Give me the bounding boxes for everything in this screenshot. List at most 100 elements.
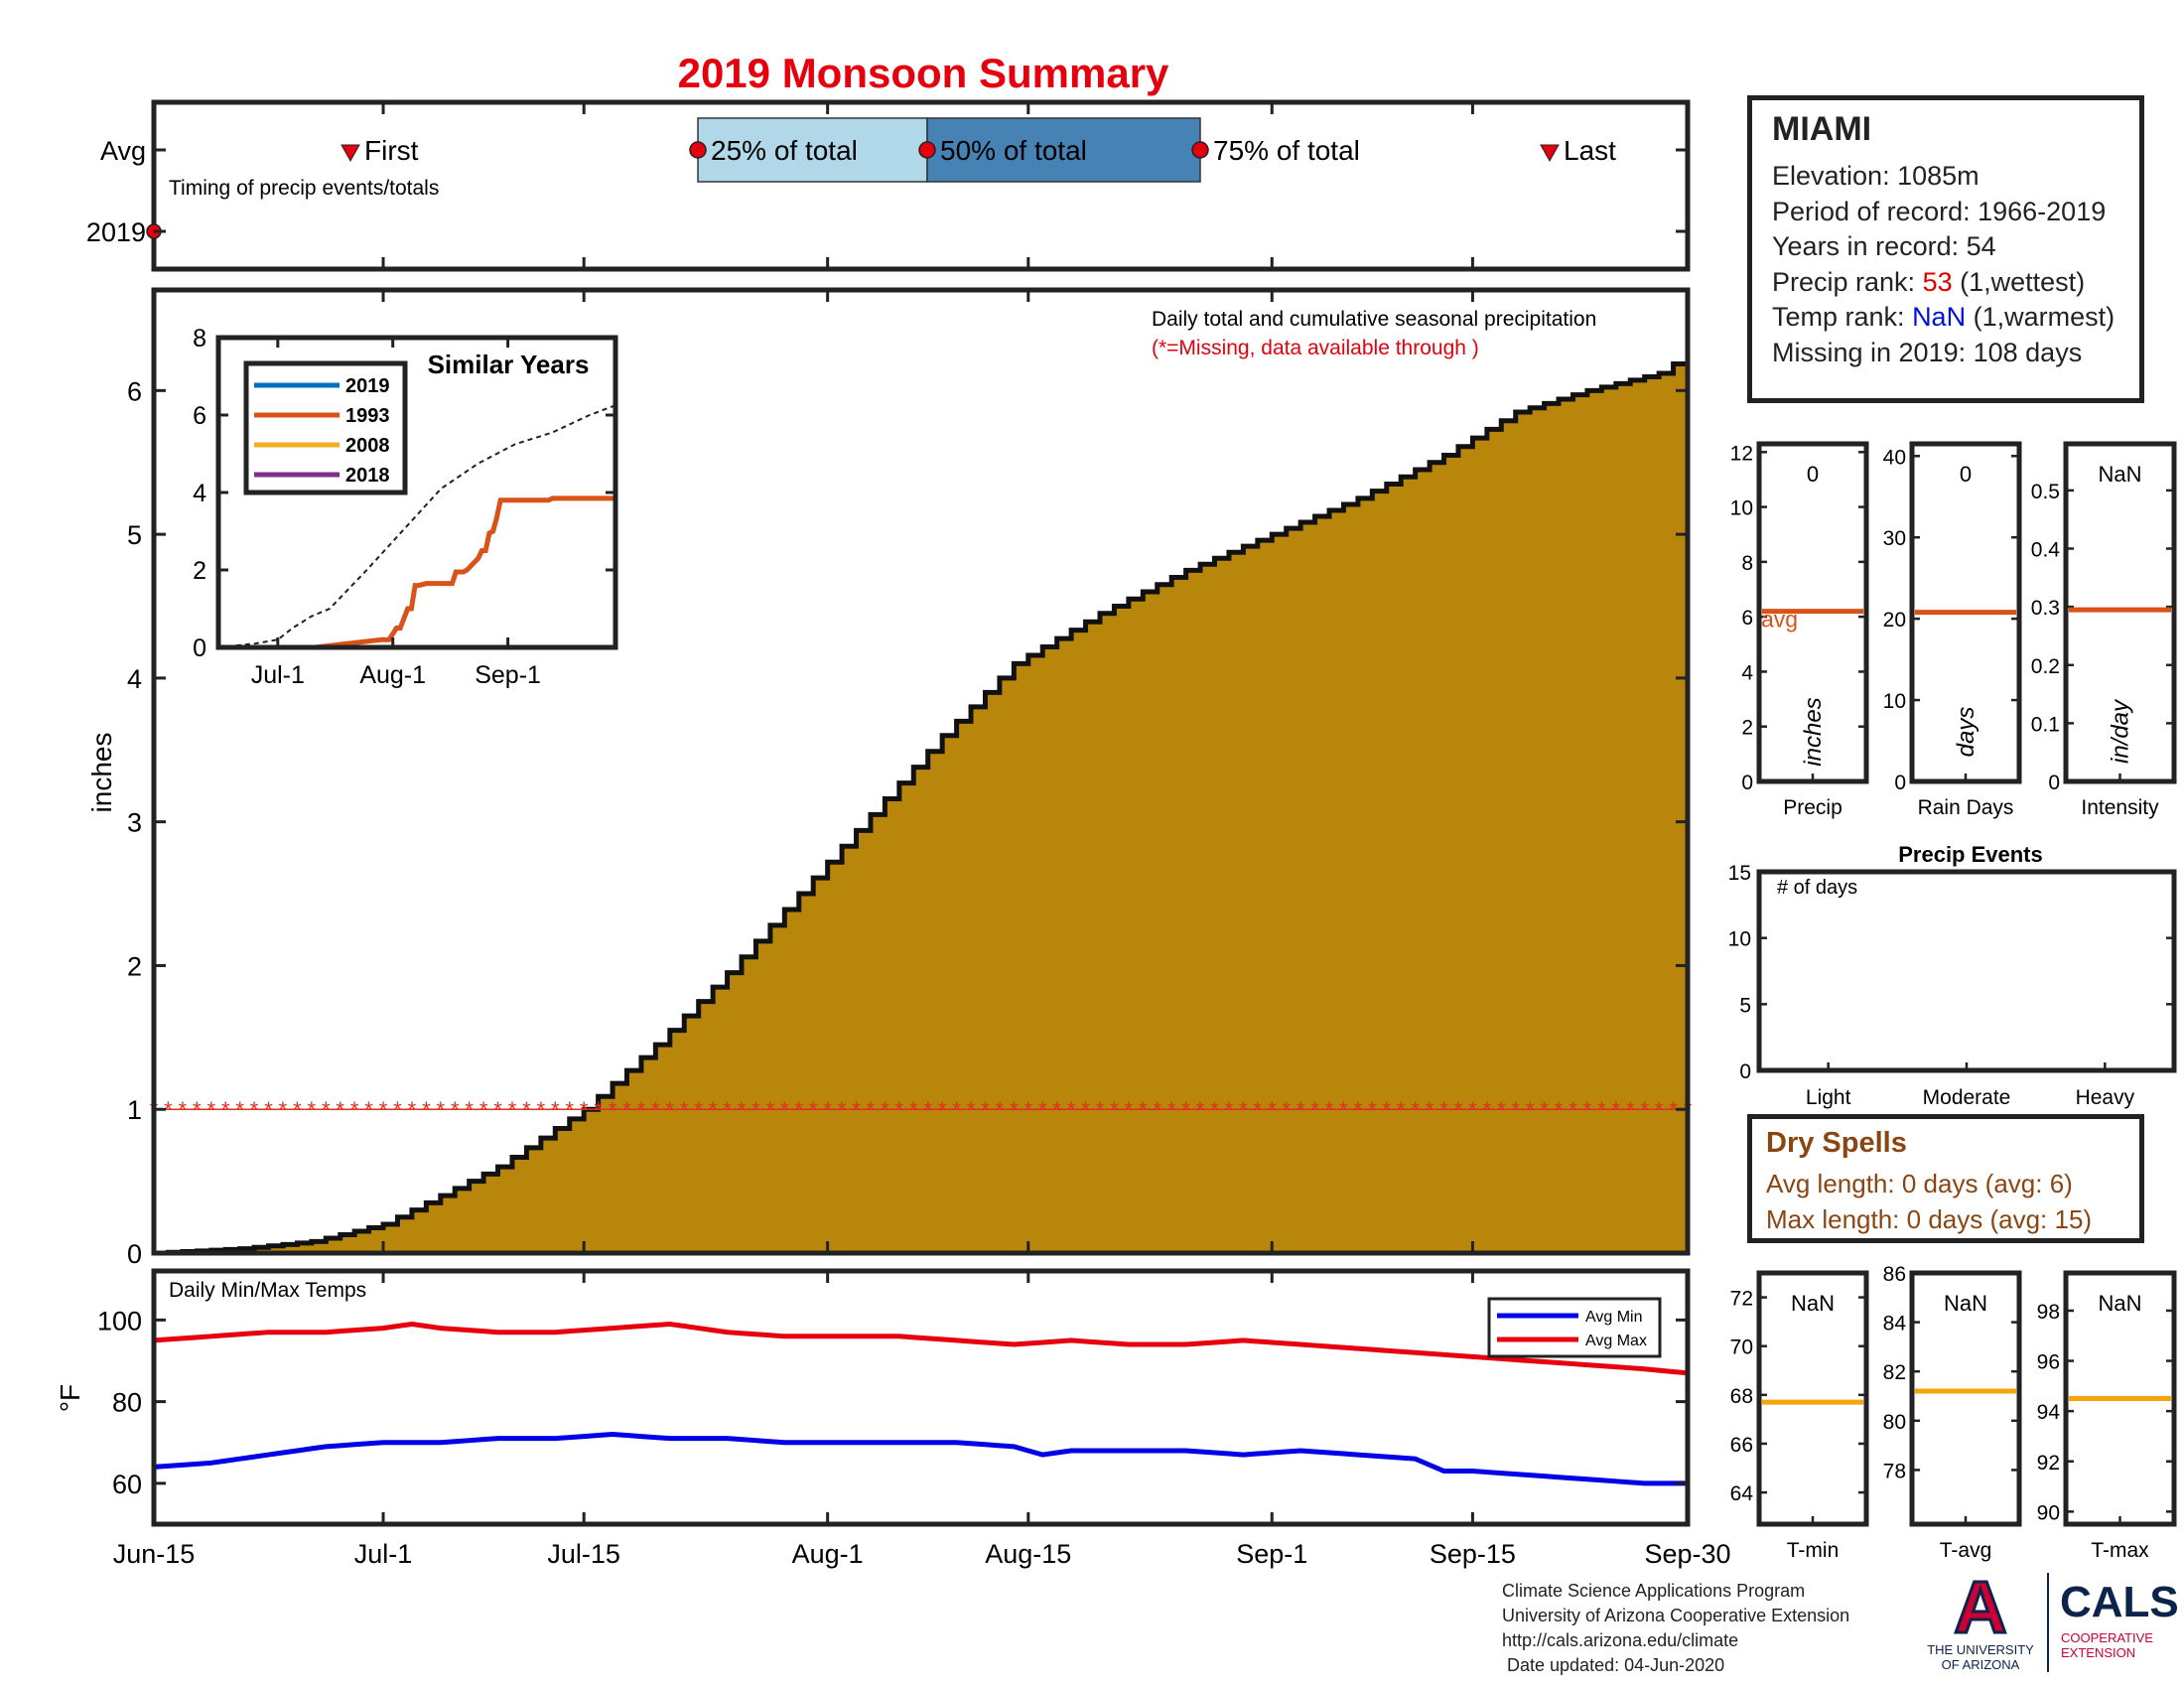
- missing-data-marker: *: [852, 1097, 861, 1122]
- missing-data-marker: *: [1010, 1097, 1019, 1122]
- missing-data-marker: *: [1526, 1097, 1535, 1122]
- missing-data-marker: *: [1426, 1097, 1434, 1122]
- main-ylabel: inches: [86, 733, 117, 813]
- events-ytick-label: 15: [1728, 862, 1751, 885]
- missing-data-marker: *: [1497, 1097, 1506, 1122]
- missing-data-marker: *: [1325, 1097, 1334, 1122]
- tmax-panel-value: NaN: [2098, 1291, 2141, 1316]
- temp-rank-label: Temp rank:: [1772, 302, 1913, 332]
- inset-average-line: [217, 404, 616, 648]
- footer-line-2: University of Arizona Cooperative Extens…: [1502, 1606, 1850, 1625]
- first-marker-icon: [341, 144, 360, 163]
- main-ytick-label: 0: [127, 1239, 142, 1269]
- events-category-label: Light: [1806, 1086, 1851, 1109]
- intensity-panel-inner-label: in/day: [2108, 698, 2134, 764]
- missing-data-marker: *: [1483, 1097, 1492, 1122]
- missing-data-marker: *: [479, 1097, 488, 1122]
- inset-xtick-label: Aug-1: [359, 661, 426, 689]
- missing-data-marker: *: [622, 1097, 631, 1122]
- missing-data-marker: *: [1153, 1097, 1161, 1122]
- intensity-panel-ytick-label: 0: [2048, 772, 2060, 794]
- missing-data-marker: *: [694, 1097, 703, 1122]
- missing-data-marker: *: [1052, 1097, 1061, 1122]
- temp-series-avg-max: [153, 1321, 1689, 1376]
- cals-wordmark: CALS: [2060, 1578, 2179, 1626]
- missing-data-marker: *: [709, 1097, 718, 1122]
- missing-data-marker: *: [1282, 1097, 1291, 1122]
- missing-data-marker: *: [508, 1097, 517, 1122]
- missing-data-marker: *: [867, 1097, 876, 1122]
- tmin-panel-value: NaN: [1791, 1291, 1835, 1316]
- missing-data-marker: *: [1339, 1097, 1348, 1122]
- missing-data-marker: *: [336, 1097, 344, 1122]
- missing-data-marker: *: [823, 1097, 832, 1122]
- missing-data-marker: *: [206, 1097, 215, 1122]
- tavg-panel-ytick-label: 78: [1883, 1460, 1906, 1482]
- timing-row-2019: 2019: [86, 217, 146, 247]
- inset-ytick-label: 0: [193, 634, 206, 662]
- raindays-panel-xlabel: Rain Days: [1918, 796, 2014, 819]
- missing-data-marker: *: [1167, 1097, 1176, 1122]
- intensity-panel-ytick-label: 0.1: [2031, 713, 2060, 736]
- ua-block-a-icon: A: [1954, 1571, 2006, 1648]
- temp-rank-value: NaN: [1912, 302, 1967, 332]
- missing-data-marker: *: [565, 1097, 574, 1122]
- main-ytick-label: 3: [127, 808, 142, 838]
- temp-series-avg-min: [153, 1432, 1688, 1486]
- precip-panel-inner-label: inches: [1800, 697, 1827, 766]
- precip-events-ylabel: # of days: [1777, 877, 1857, 899]
- missing-data-note: (*=Missing, data available through ): [1152, 337, 1479, 359]
- last-marker-icon: [1540, 144, 1560, 163]
- missing-data-marker: *: [923, 1097, 932, 1122]
- cumulative-precip-outline: [154, 354, 1691, 1256]
- timing-panel: Avg 2019 Timing of precip events/totals …: [86, 99, 1691, 272]
- date-tick-label: Sep-1: [1236, 1539, 1307, 1569]
- missing-data-marker: *: [1268, 1097, 1277, 1122]
- timing-caption: Timing of precip events/totals: [169, 177, 439, 200]
- footer-line-1: Climate Science Applications Program: [1502, 1581, 1806, 1601]
- intensity-panel-ytick-label: 0.5: [2031, 481, 2060, 503]
- inset-legend-label-1993: 1993: [345, 405, 390, 427]
- station-precip-rank: Precip rank: 53 (1,wettest): [1772, 265, 2119, 301]
- legend-avg-max-label: Avg Max: [1585, 1333, 1647, 1349]
- inset-title: Similar Years: [428, 350, 590, 379]
- dry-spells-max-length: Max length: 0 days (avg: 15): [1766, 1204, 2093, 1234]
- missing-data-marker: *: [780, 1097, 789, 1122]
- events-ytick-label: 10: [1728, 928, 1751, 951]
- missing-data-marker: *: [881, 1097, 889, 1122]
- date-tick-label: Jun-15: [113, 1539, 196, 1569]
- temps-chart: 60 80 100 Daily Min/Max Temps °F Avg Min A…: [55, 1268, 1731, 1569]
- missing-data-marker: *: [221, 1097, 230, 1122]
- missing-data-marker: *: [952, 1097, 961, 1122]
- inset-legend-label-2008: 2008: [345, 435, 390, 457]
- main-ytick-label: 1: [127, 1095, 142, 1125]
- intensity-panel-ytick-label: 0.3: [2031, 597, 2060, 620]
- tmin-panel-ytick-label: 68: [1730, 1385, 1753, 1408]
- precip-panel-ytick-label: 10: [1730, 497, 1753, 520]
- legend-avg-min-label: Avg Min: [1585, 1309, 1643, 1326]
- temp-rank-note: (1,warmest): [1966, 302, 2116, 332]
- missing-data-marker: *: [293, 1097, 302, 1122]
- missing-data-marker: *: [308, 1097, 317, 1122]
- dry-spells-avg-length: Avg length: 0 days (avg: 6): [1766, 1169, 2073, 1198]
- tmax-panel-ytick-label: 98: [2037, 1301, 2060, 1324]
- missing-data-marker: *: [1382, 1097, 1391, 1122]
- temps-frame: [151, 1268, 1691, 1527]
- missing-data-marker: *: [895, 1097, 904, 1122]
- tmax-panel-ytick-label: 92: [2037, 1452, 2060, 1475]
- small-panels: 0246810120inchesavgPrecip0102030400daysR…: [1730, 441, 2177, 1562]
- inset-ytick-label: 2: [193, 557, 206, 585]
- missing-data-marker: *: [179, 1097, 188, 1122]
- raindays-panel-value: 0: [1960, 462, 1972, 487]
- station-elevation: Elevation: 1085m: [1772, 161, 1979, 191]
- missing-data-marker: *: [250, 1097, 259, 1122]
- similar-years-inset: 0 2 4 6 8 Jul-1 Aug-1 Sep-1 Similar Years 2019 1…: [193, 325, 618, 689]
- tmin-panel: 64 66 68 70 72 NaN T-min: [1730, 1270, 1869, 1562]
- p75-label: 75% of total: [1213, 135, 1360, 166]
- raindays-panel-ytick-label: 40: [1883, 446, 1906, 469]
- inset-xtick-label: Sep-1: [475, 661, 541, 689]
- tavg-panel-ytick-label: 82: [1883, 1361, 1906, 1384]
- missing-data-marker: *: [766, 1097, 775, 1122]
- timing-row-avg: Avg: [100, 136, 146, 166]
- tmax-panel: 90 92 94 96 98 NaN T-max: [2037, 1270, 2177, 1562]
